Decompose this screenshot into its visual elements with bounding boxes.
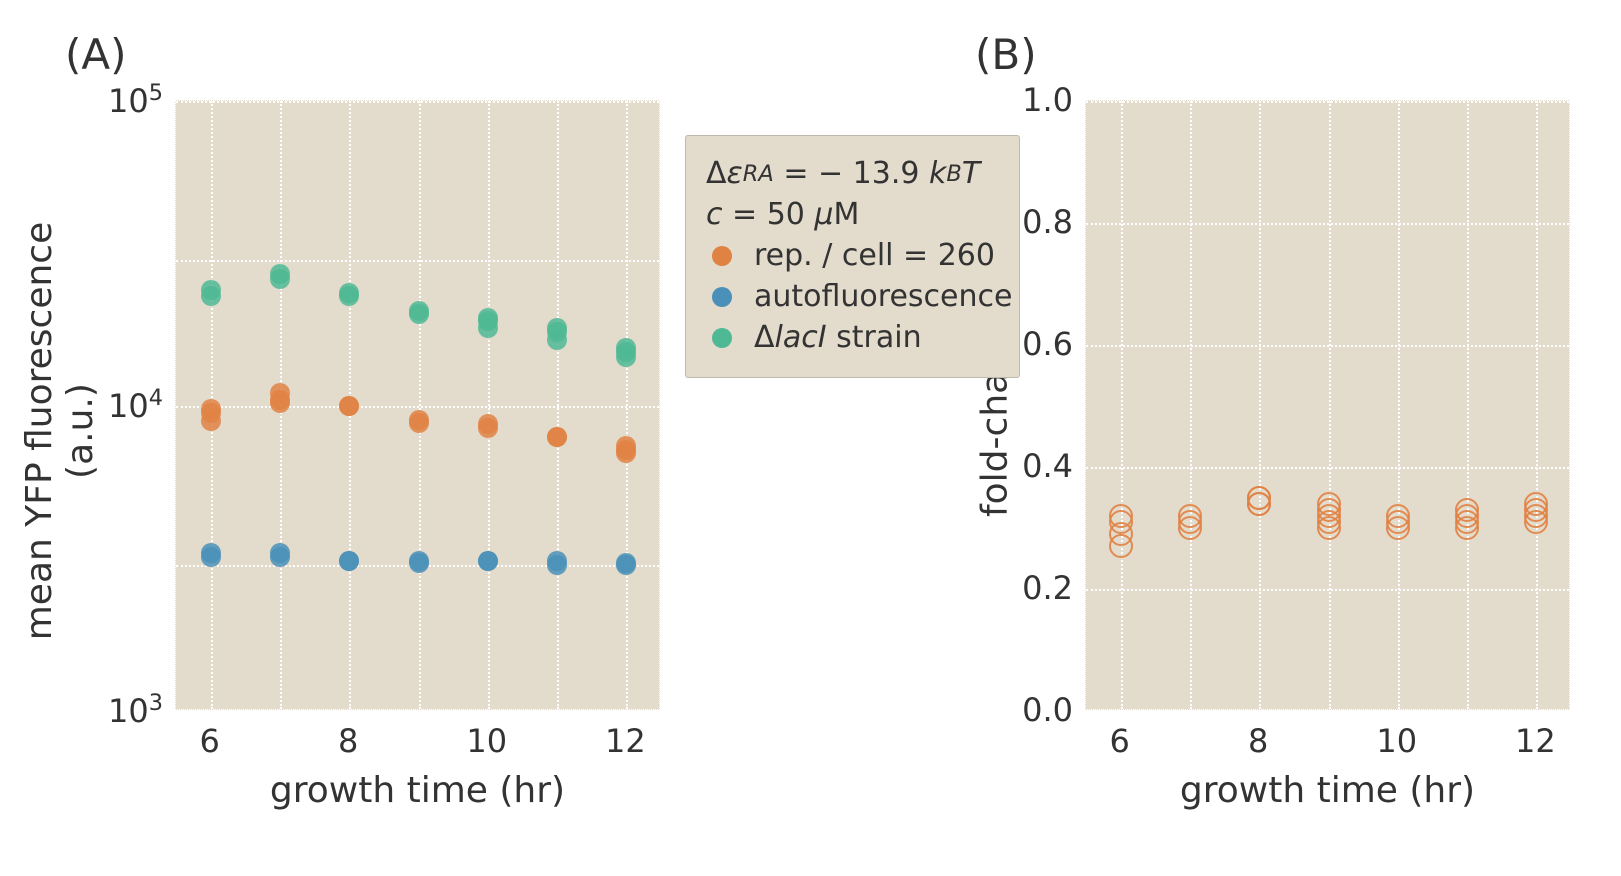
figure: (A) (B) mean YFP fluorescence (a.u.) fol…	[0, 0, 1621, 876]
data-point	[616, 555, 636, 575]
data-point	[339, 396, 359, 416]
gridline-v	[488, 101, 490, 709]
gridline-h	[1086, 101, 1569, 103]
ylabel-A: mean YFP fluorescence (a.u.)	[19, 171, 101, 691]
xtick-label: 6	[1109, 722, 1129, 760]
xtick-label: 8	[338, 722, 358, 760]
data-point	[409, 413, 429, 433]
gridline-h	[1086, 589, 1569, 591]
legend-item-auto: autofluorescence	[706, 279, 999, 314]
data-point	[270, 547, 290, 567]
data-point	[616, 436, 636, 456]
data-point	[1109, 534, 1133, 558]
gridline-h	[176, 406, 659, 408]
data-point	[1178, 504, 1202, 528]
legend-item-dlacI: ΔlacI strain	[706, 320, 999, 355]
data-point	[1386, 516, 1410, 540]
xtick-label: 8	[1248, 722, 1268, 760]
data-point	[201, 547, 221, 567]
gridline-v	[1259, 101, 1261, 709]
xtick-label: 12	[605, 722, 646, 760]
plot-A	[175, 100, 660, 710]
gridline-v	[1467, 101, 1469, 709]
data-point	[339, 551, 359, 571]
ytick-label: 104	[97, 385, 163, 425]
gridline-v	[626, 101, 628, 709]
plot-B	[1085, 100, 1570, 710]
xtick-label: 10	[1376, 722, 1417, 760]
gridline-h	[176, 101, 659, 103]
data-point	[478, 318, 498, 338]
data-point	[339, 283, 359, 303]
xtick-label: 12	[1515, 722, 1556, 760]
data-point	[547, 330, 567, 350]
ytick-label: 0.4	[1017, 447, 1073, 485]
ytick-label: 103	[97, 690, 163, 730]
gridline-v	[557, 101, 559, 709]
panel-label-B: (B)	[975, 30, 1037, 79]
data-point	[616, 338, 636, 358]
gridline-v	[1398, 101, 1400, 709]
data-point	[201, 280, 221, 300]
legend-item-rep260: rep. / cell = 260	[706, 238, 999, 273]
xtick-label: 6	[199, 722, 219, 760]
ytick-label: 0.2	[1017, 569, 1073, 607]
legend-title-2: c = 50 μM	[706, 197, 999, 232]
gridline-h	[1086, 467, 1569, 469]
data-point	[1317, 516, 1341, 540]
data-point	[1455, 498, 1479, 522]
ytick-label: 0.0	[1017, 691, 1073, 729]
legend-title-1: ΔεRA = − 13.9 kBT	[706, 156, 999, 191]
gridline-v	[1329, 101, 1331, 709]
gridline-h	[176, 711, 659, 713]
gridline-v	[419, 101, 421, 709]
gridline-h	[1086, 711, 1569, 713]
legend-label-auto: autofluorescence	[754, 279, 1012, 314]
data-point	[478, 418, 498, 438]
xtick-label: 10	[466, 722, 507, 760]
xlabel-A: growth time (hr)	[175, 770, 660, 811]
gridline-v	[1121, 101, 1123, 709]
legend-label-rep260: rep. / cell = 260	[754, 238, 995, 273]
data-point	[1524, 510, 1548, 534]
ytick-label: 105	[97, 80, 163, 120]
gridline-h	[1086, 223, 1569, 225]
legend-label-dlacI: ΔlacI strain	[754, 320, 922, 355]
legend-swatch-blue	[712, 287, 732, 307]
legend: ΔεRA = − 13.9 kBT c = 50 μM rep. / cell …	[685, 135, 1020, 378]
data-point	[547, 555, 567, 575]
legend-swatch-green	[712, 328, 732, 348]
data-point	[270, 264, 290, 284]
xlabel-B: growth time (hr)	[1085, 770, 1570, 811]
legend-swatch-orange	[712, 246, 732, 266]
data-point	[201, 411, 221, 431]
data-point	[478, 551, 498, 571]
data-point	[270, 383, 290, 403]
gridline-v	[1190, 101, 1192, 709]
data-point	[409, 304, 429, 324]
data-point	[1247, 486, 1271, 510]
gridline-h	[1086, 345, 1569, 347]
ytick-label: 1.0	[1017, 81, 1073, 119]
ytick-label: 0.6	[1017, 325, 1073, 363]
data-point	[547, 427, 567, 447]
gridline-h-minor	[176, 260, 659, 262]
ytick-label: 0.8	[1017, 203, 1073, 241]
panel-label-A: (A)	[65, 30, 127, 79]
gridline-v	[1536, 101, 1538, 709]
data-point	[409, 553, 429, 573]
